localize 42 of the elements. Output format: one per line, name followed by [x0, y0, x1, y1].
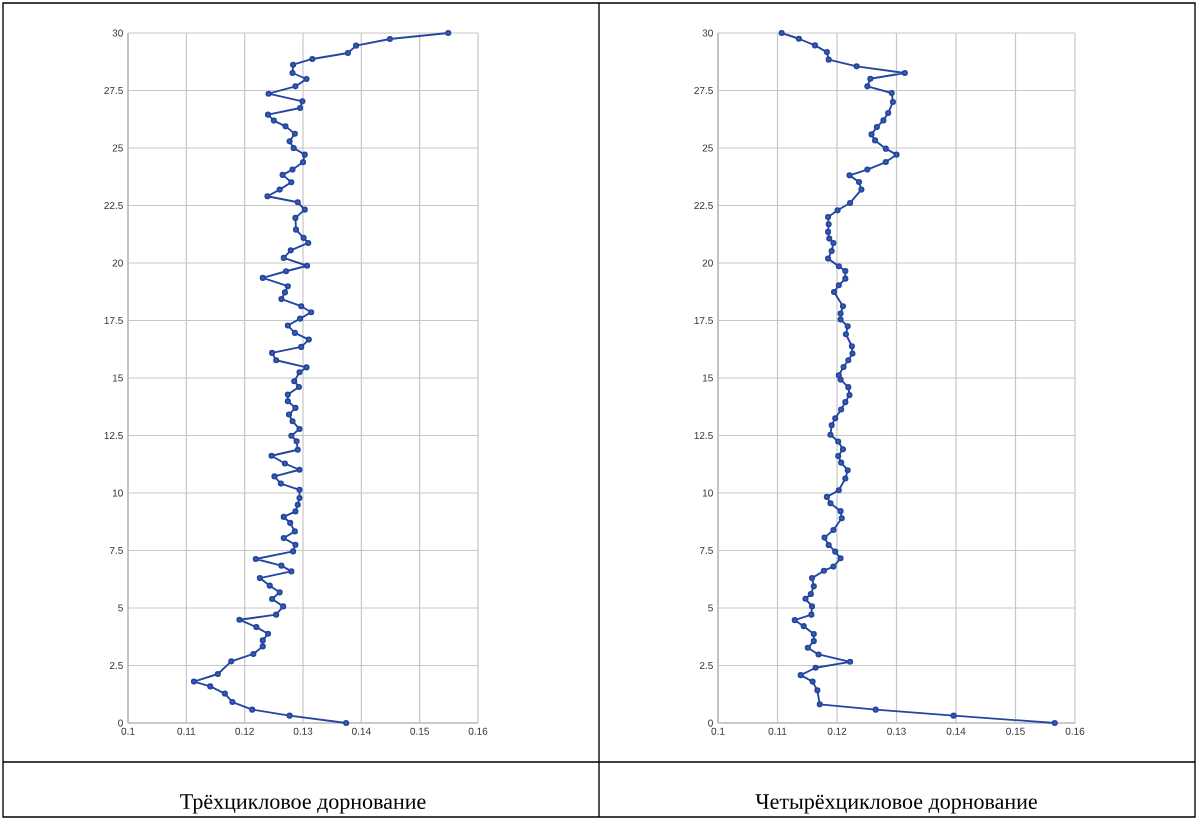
- y-tick-label: 17.5: [694, 317, 713, 324]
- x-tick-label: 0.11: [177, 727, 196, 735]
- y-tick-label: 12.5: [104, 431, 123, 440]
- x-axis-title: Четырёхцикловое дорнование: [755, 794, 1037, 814]
- x-tick-label: 0.11: [768, 727, 787, 735]
- x-tick-label: 0.14: [352, 727, 371, 735]
- x-tick-label: 0.12: [235, 727, 254, 735]
- y-tick-label: 15: [702, 374, 713, 382]
- x-tick-label: 0.1: [711, 727, 725, 735]
- y-tick-label: 7.5: [109, 547, 123, 554]
- x-tick-label: 0.15: [1006, 727, 1025, 735]
- y-tick-label: 7.5: [699, 547, 713, 554]
- y-tick-label: 20: [702, 259, 713, 267]
- x-axis-title: Трёхцикловое дорнование: [180, 794, 426, 814]
- y-tick-label: 0: [708, 719, 713, 727]
- x-tick-label: 0.16: [468, 727, 488, 735]
- y-tick-label: 25: [702, 144, 713, 152]
- x-tick-label: 0.12: [827, 727, 847, 735]
- y-tick-label: 2.5: [109, 661, 123, 670]
- y-tick-label: 20: [112, 259, 123, 267]
- y-tick-label: 25: [112, 144, 123, 152]
- x-tick-label: 0.1: [121, 727, 135, 735]
- x-tick-label: 0.16: [1065, 727, 1085, 735]
- y-tick-label: 10: [702, 489, 713, 497]
- y-tick-label: 30: [112, 29, 123, 37]
- y-tick-label: 27.5: [694, 86, 713, 95]
- y-tick-label: 22.5: [104, 201, 123, 210]
- x-tick-label: 0.13: [887, 727, 906, 735]
- y-tick-label: 5: [118, 604, 123, 612]
- x-tick-label: 0.14: [946, 727, 966, 735]
- y-tick-label: 30: [702, 29, 713, 37]
- y-tick-label: 22.5: [694, 201, 713, 210]
- y-tick-label: 12.5: [694, 431, 713, 440]
- y-tick-label: 2.5: [699, 661, 713, 670]
- y-tick-label: 5: [708, 604, 713, 612]
- y-tick-label: 15: [112, 374, 123, 382]
- x-tick-label: 0.15: [410, 727, 429, 735]
- y-tick-label: 27.5: [104, 86, 123, 95]
- y-tick-label: 0: [118, 719, 123, 727]
- y-tick-label: 17.5: [104, 317, 123, 324]
- x-tick-label: 0.13: [293, 727, 313, 735]
- y-tick-label: 10: [112, 489, 123, 497]
